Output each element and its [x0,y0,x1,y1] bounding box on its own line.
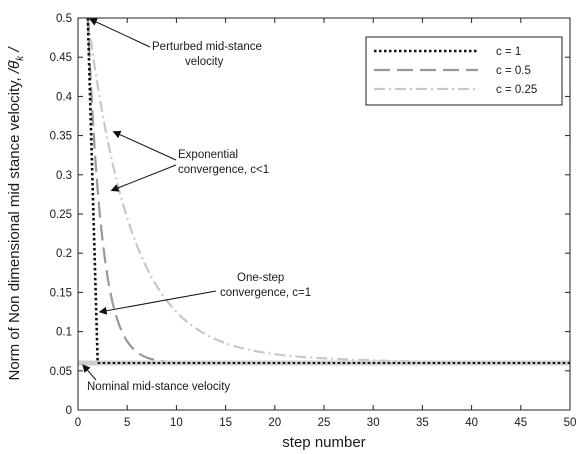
legend-label-3: c = 0.25 [496,84,537,96]
y-tick-label: 0.35 [50,131,72,143]
annotation-exponential: Exponential convergence, c<1 [178,149,269,176]
x-tick-label: 45 [514,417,527,429]
y-tick-label: 0.25 [50,209,72,221]
annotation-perturbed: Perturbed mid-stance velocity [152,41,265,68]
arrow-exponential-2 [110,164,177,192]
x-tick-label: 20 [268,417,281,429]
arrow-exponential-1 [112,130,177,161]
arrow-perturbed [88,18,151,48]
x-tick-label: 30 [367,417,380,429]
y-axis-label-symbol: /θ̇ [6,60,23,74]
y-axis-label: Norm of Non dimensional mid stance veloc… [6,46,26,381]
y-tick-label: 0.15 [50,287,72,299]
y-tick-labels: 0 0.05 0.1 0.15 0.2 0.25 0.3 0.35 0.4 0.45 0.5 [50,13,73,417]
legend: c = 1 c = 0.5 c = 0.25 [365,36,563,106]
y-tick-label: 0.5 [56,13,72,25]
legend-label-1: c = 1 [496,46,521,58]
legend-label-2: c = 0.5 [496,65,531,77]
annotation-one-step: One-step convergence, c=1 [220,272,311,299]
y-tick-label: 0.2 [56,248,72,260]
annotation-nominal: Nominal mid-stance velocity [87,381,230,393]
x-tick-label: 0 [75,417,81,429]
x-tick-label: 15 [219,417,232,429]
y-axis-label-end: / [6,46,23,56]
x-tick-label: 40 [465,417,478,429]
x-tick-label: 50 [564,417,577,429]
y-axis-label-subscript: k [15,55,26,61]
annotation-arrows [82,18,217,381]
arrow-nominal [82,364,97,381]
y-tick-label: 0.3 [56,170,72,182]
x-tick-labels: 0 5 10 15 20 25 30 35 40 45 50 [75,417,577,429]
x-axis-label: step number [282,434,365,451]
x-tick-label: 25 [318,417,331,429]
x-tick-label: 10 [170,417,183,429]
ticks-layer [77,17,571,411]
annotations-layer: Perturbed mid-stance velocity Exponentia… [82,18,311,393]
y-tick-label: 0.45 [50,52,72,64]
y-tick-label: 0.1 [56,327,72,339]
y-tick-label: 0.4 [56,91,73,103]
arrow-one-step [98,290,217,315]
x-tick-label: 35 [416,417,429,429]
y-tick-label: 0 [66,405,72,417]
y-axis-label-main: Norm of Non dimensional mid stance veloc… [6,73,23,380]
y-tick-label: 0.05 [50,366,72,378]
x-tick-label: 5 [124,417,130,429]
